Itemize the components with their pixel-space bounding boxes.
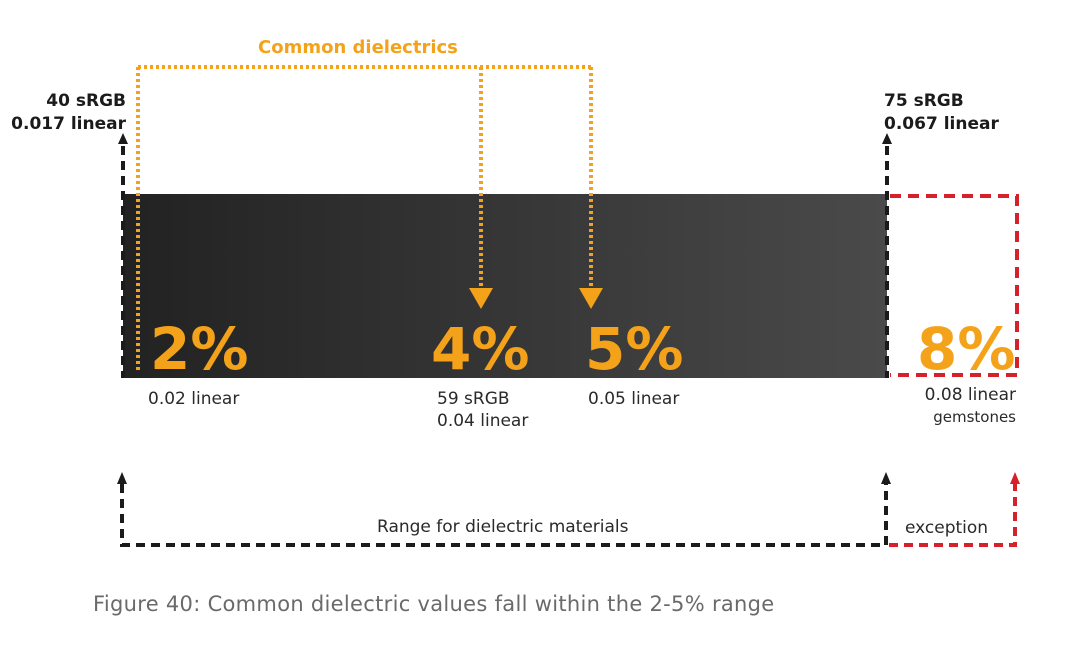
dielectric-range-bracket (120, 484, 888, 547)
left-endpoint-linear: 0.017 linear (11, 114, 126, 134)
marker-4-linear: 0.04 linear (437, 411, 529, 431)
common-dielectrics-bracket (136, 65, 593, 370)
marker-5-linear: 0.05 linear (588, 389, 680, 409)
range-left-arrow (117, 472, 127, 484)
exception-range-arrow (1010, 472, 1020, 484)
marker-8-percent: 8% (917, 315, 1016, 383)
right-boundary-arrow (882, 133, 892, 144)
exception-box (890, 194, 1019, 377)
right-endpoint-label: 75 sRGB 0.067 linear (884, 90, 999, 136)
arrow-to-5-percent (579, 288, 603, 309)
common-dielectrics-title: Common dielectrics (258, 37, 458, 58)
figure-caption: Figure 40: Common dielectric values fall… (93, 592, 775, 616)
range-right-arrow (881, 472, 891, 484)
left-endpoint-srgb: 40 sRGB (46, 91, 126, 111)
left-endpoint-label: 40 sRGB 0.017 linear (11, 90, 126, 136)
arrow-to-4-percent (469, 288, 493, 309)
marker-4-values: 59 sRGB 0.04 linear (437, 388, 528, 432)
right-endpoint-linear: 0.067 linear (884, 114, 999, 134)
left-boundary-arrow (118, 133, 128, 144)
dielectric-range-label: Range for dielectric materials (377, 517, 629, 537)
marker-4-percent: 4% (431, 315, 530, 383)
marker-2-linear: 0.02 linear (148, 389, 240, 409)
marker-8-values: 0.08 linear gemstones (925, 384, 1016, 428)
right-endpoint-srgb: 75 sRGB (884, 91, 964, 111)
marker-2-percent: 2% (150, 315, 249, 383)
reflectance-bar (123, 194, 887, 378)
marker-8-linear: 0.08 linear (924, 385, 1016, 405)
marker-4-srgb: 59 sRGB (437, 389, 510, 409)
marker-5-percent: 5% (585, 315, 684, 383)
exception-range-bracket (889, 484, 1017, 547)
exception-range-label: exception (905, 518, 989, 538)
marker-8-gemstones: gemstones (933, 408, 1016, 426)
